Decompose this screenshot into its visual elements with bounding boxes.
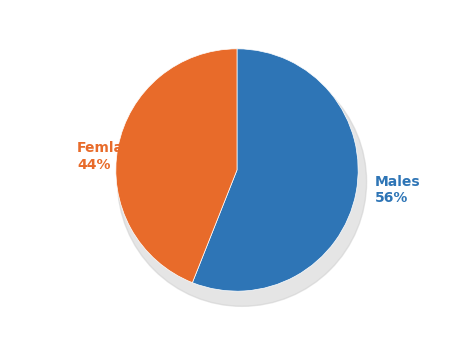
Text: Males
56%: Males 56% [375, 175, 420, 205]
Text: Femlaes
44%: Femlaes 44% [77, 141, 142, 172]
Wedge shape [116, 49, 237, 283]
Wedge shape [192, 49, 358, 291]
Ellipse shape [118, 57, 366, 306]
